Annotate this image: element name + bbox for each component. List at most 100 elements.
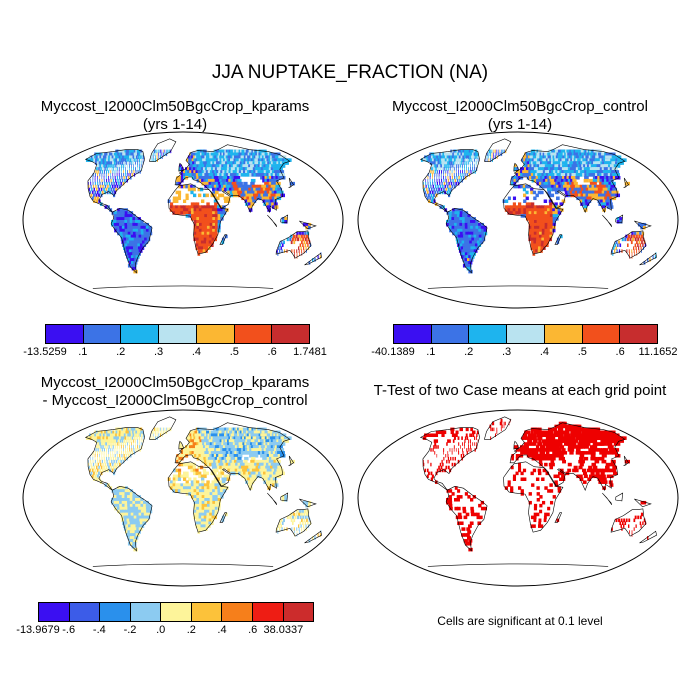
coastline [445, 485, 488, 552]
colorbar-swatch [69, 603, 101, 621]
colorbar-tick-label: .3 [501, 346, 512, 358]
colorbar-tick-label: 38.0337 [263, 624, 304, 636]
colorbar-swatch [469, 325, 508, 343]
colorbar-tick-label: .6 [615, 346, 625, 358]
colorbar-swatch [121, 325, 160, 343]
colorbar-swatch [161, 603, 192, 621]
coastline [288, 177, 295, 188]
coastline [484, 416, 512, 440]
coastline [639, 530, 657, 544]
map-kparams [22, 131, 344, 309]
colorbar-swatch [46, 325, 84, 343]
coastline [110, 207, 153, 274]
coastline [275, 508, 312, 537]
coastline [513, 440, 520, 450]
panel-title-control: Myccost_I2000Clm50BgcCrop_control (yrs 1… [355, 98, 685, 134]
coastline [602, 214, 613, 227]
colorbar-control [393, 324, 658, 344]
colorbar-swatch [191, 603, 223, 621]
colorbar-tick-label: -13.9679 [16, 624, 60, 636]
coastline [110, 485, 153, 552]
colorbar-swatch [100, 603, 131, 621]
coastline [509, 144, 626, 214]
colorbar-swatch [83, 325, 122, 343]
colorbar-tick-label: .1 [426, 346, 436, 358]
map-field [84, 416, 322, 567]
colorbar-tick-label: -.2 [123, 624, 137, 636]
colorbar-tick-label: 11.1652 [638, 346, 678, 358]
colorbar-tick-label: .4 [539, 346, 550, 358]
map-frame [22, 409, 344, 587]
panel-title-kparams: Myccost_I2000Clm50BgcCrop_kparams (yrs 1… [10, 98, 340, 134]
coastline [149, 138, 177, 162]
colorbar-swatch [234, 325, 273, 343]
coastline [304, 530, 322, 544]
coastline [623, 177, 630, 188]
coastline [168, 461, 229, 533]
colorbar-tick-label: .4 [191, 346, 202, 358]
coastline [178, 440, 185, 450]
panel-title-control-line1: Myccost_I2000Clm50BgcCrop_control [392, 98, 648, 115]
coastline [267, 492, 278, 505]
coastline [610, 508, 647, 537]
panel-title-control-line2: (yrs 1-14) [487, 116, 553, 133]
coastline [445, 207, 488, 274]
coastline [639, 252, 657, 266]
coastline [178, 162, 185, 172]
coastline [419, 149, 480, 213]
colorbar-kparams [45, 324, 310, 344]
map-frame [357, 409, 679, 587]
coastline [288, 455, 295, 466]
coastline [280, 214, 289, 224]
significance-note: Cells are significant at 0.1 level [437, 614, 603, 628]
coastline [174, 144, 291, 214]
coastline [615, 214, 624, 224]
map-field [419, 416, 657, 567]
map-control [357, 131, 679, 309]
colorbar-swatch [507, 325, 545, 343]
coastline [554, 512, 563, 523]
coastline [615, 492, 624, 502]
coastline [219, 512, 228, 523]
antarctica-coastline [427, 563, 609, 567]
colorbar-swatch [620, 325, 658, 343]
coastline [174, 422, 291, 492]
colorbar-tick-label: .2 [186, 624, 196, 636]
coastline [503, 183, 564, 255]
antarctica-coastline [92, 563, 274, 567]
colorbar-tick-label: .2 [116, 346, 126, 358]
colorbar-tick-label: .2 [464, 346, 474, 358]
coastline [219, 234, 228, 245]
colorbar-tick-label: .4 [217, 624, 227, 636]
colorbar-tick-label: .5 [229, 346, 239, 358]
colorbar-tick-label: .3 [153, 346, 164, 358]
map-field [419, 138, 657, 289]
coastline [419, 427, 480, 491]
coastline [623, 455, 630, 466]
coastline [554, 234, 563, 245]
antarctica-coastline [427, 285, 609, 289]
panel-title-kparams-line2: (yrs 1-14) [142, 116, 208, 133]
colorbar-swatch [252, 603, 284, 621]
colorbar-swatch [283, 603, 314, 621]
colorbar-difference [38, 602, 314, 622]
colorbar-tick-label: -40.1389 [371, 346, 415, 358]
coastline [513, 162, 520, 172]
coastline [84, 427, 145, 491]
figure-title: JJA NUPTAKE_FRACTION (NA) [211, 62, 489, 83]
coastline [610, 230, 647, 259]
colorbar-tick-label: .6 [248, 624, 258, 636]
map-field [84, 138, 322, 289]
coastline [304, 252, 322, 266]
colorbar-swatch [196, 325, 235, 343]
coastline [602, 492, 613, 505]
coastline [484, 138, 512, 162]
coastline [149, 416, 177, 440]
panel-title-ttest: T-Test of two Case means at each grid po… [355, 382, 685, 400]
antarctica-coastline [92, 285, 274, 289]
colorbar-swatch [394, 325, 432, 343]
panel-title-difference-line2: - Myccost_I2000Clm50BgcCrop_control [42, 392, 308, 409]
map-frame [357, 131, 679, 309]
colorbar-tick-label: -.6 [62, 624, 76, 636]
coastline [634, 498, 652, 508]
